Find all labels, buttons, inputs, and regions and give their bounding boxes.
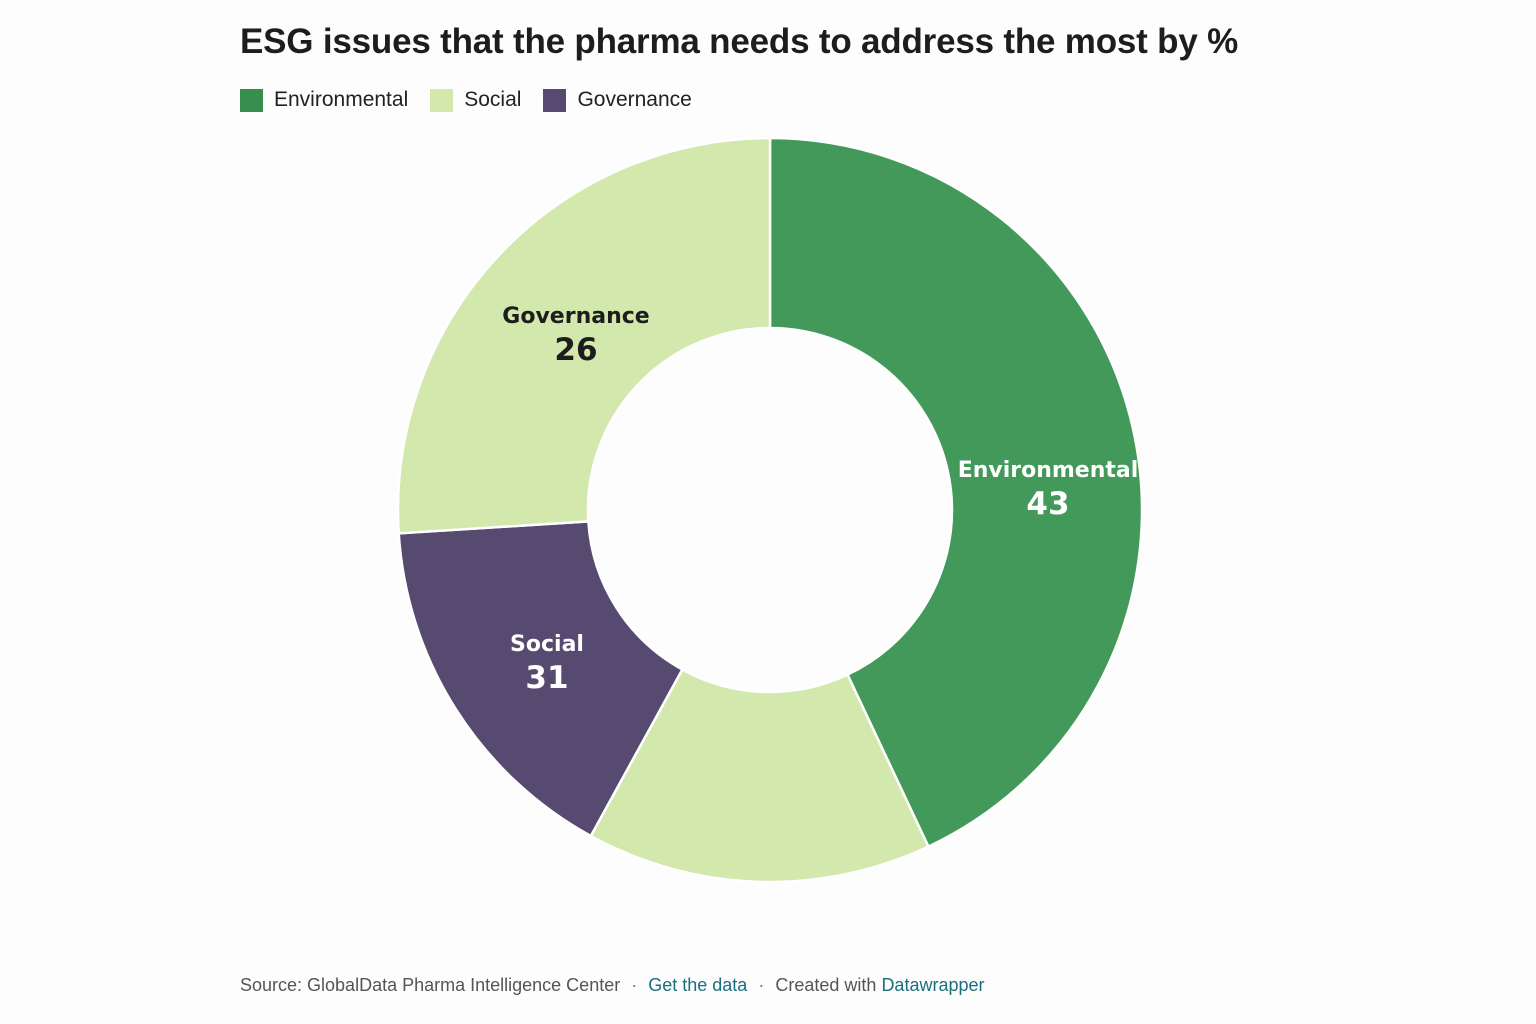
created-with-text: Created with	[775, 975, 877, 995]
donut-slice-social-3[interactable]	[396, 136, 772, 535]
footer-separator: ·	[631, 975, 638, 995]
slice-label-value-3: 26	[554, 332, 597, 368]
slice-label-name-2: Social	[510, 632, 584, 657]
chart-legend: Environmental Social Governance	[240, 88, 692, 112]
get-the-data-link[interactable]: Get the data	[648, 975, 748, 995]
legend-label-social: Social	[464, 88, 522, 111]
legend-item-governance: Governance	[543, 88, 692, 112]
chart-footer: Source: GlobalData Pharma Intelligence C…	[240, 975, 985, 996]
slice-label-value-0: 43	[1026, 486, 1069, 522]
donut-slice-social-1[interactable]	[589, 667, 931, 884]
legend-swatch-governance	[543, 88, 567, 112]
legend-label-governance: Governance	[577, 88, 692, 111]
slice-label-value-2: 31	[525, 660, 568, 696]
legend-item-environmental: Environmental	[240, 88, 408, 112]
legend-item-social: Social	[430, 88, 521, 112]
legend-swatch-social	[430, 88, 454, 112]
source-text: Source: GlobalData Pharma Intelligence C…	[240, 975, 621, 995]
legend-label-environmental: Environmental	[274, 88, 409, 111]
chart-title: ESG issues that the pharma needs to addr…	[240, 22, 1239, 61]
slice-label-name-3: Governance	[502, 304, 649, 329]
slice-label-name-0: Environmental	[958, 458, 1139, 483]
donut-slice-environmental-0[interactable]	[768, 136, 1144, 849]
footer-separator: ·	[758, 975, 765, 995]
legend-swatch-environmental	[240, 88, 263, 112]
datawrapper-link[interactable]: Datawrapper	[881, 975, 985, 995]
donut-slice-governance-2[interactable]	[397, 520, 685, 838]
